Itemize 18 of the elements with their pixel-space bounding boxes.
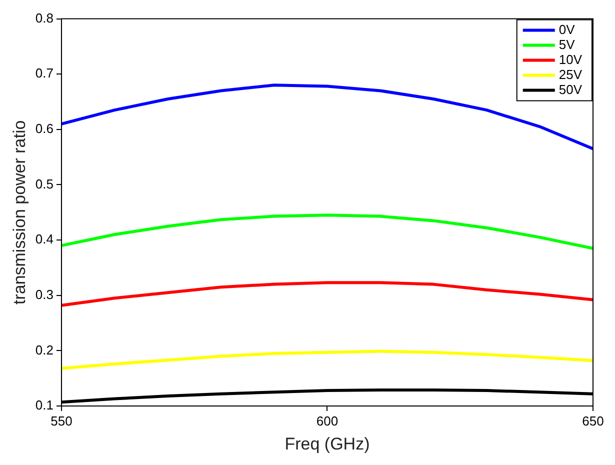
- x-tick-label: 550: [50, 413, 72, 428]
- legend-label: 25V: [558, 66, 582, 82]
- y-tick-label: 0.7: [35, 66, 54, 81]
- legend-label: 0V: [558, 22, 576, 37]
- y-tick-label: 0.6: [35, 121, 54, 136]
- y-tick-label: 0.3: [35, 286, 54, 302]
- y-tick-label: 0.4: [35, 232, 54, 247]
- legend-label: 10V: [558, 52, 582, 67]
- y-tick-label: 0.5: [35, 176, 54, 192]
- legend-label: 5V: [558, 36, 576, 52]
- x-axis-title: Freq (GHz): [284, 434, 370, 454]
- y-tick-label: 0.2: [35, 342, 54, 358]
- x-tick-label: 600: [316, 413, 338, 428]
- y-axis-title: transmission power ratio: [10, 120, 29, 305]
- x-tick-label: 650: [582, 413, 604, 428]
- y-tick-label: 0.8: [35, 10, 54, 26]
- legend-label: 50V: [558, 82, 582, 97]
- y-tick-label: 0.1: [35, 398, 54, 413]
